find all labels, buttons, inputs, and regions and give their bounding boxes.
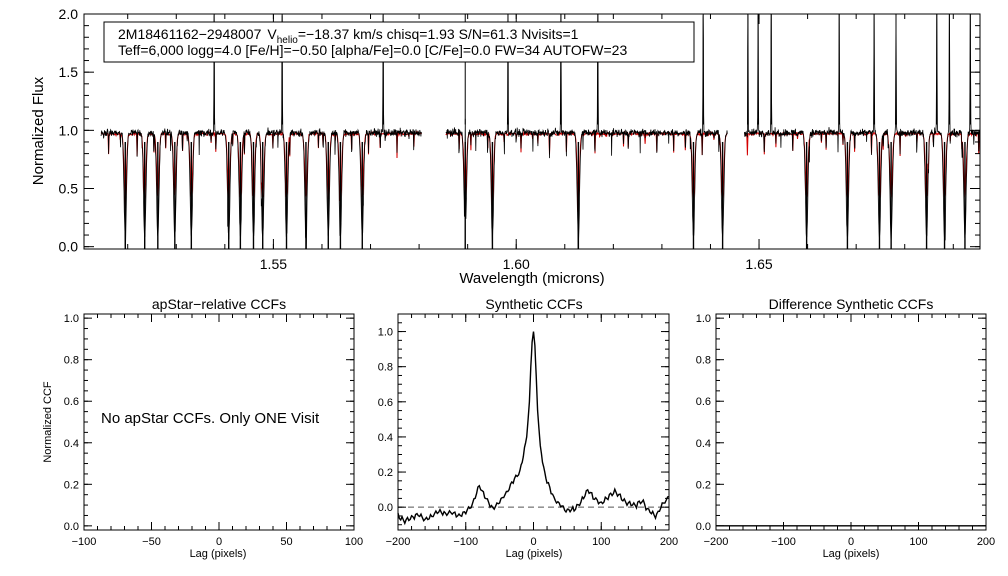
spectrum-x-tick-label: 1.60 bbox=[503, 256, 530, 272]
synthetic-ccf-x-tick-label: −200 bbox=[386, 536, 411, 548]
difference-ccf-y-tick-label: 0.6 bbox=[696, 396, 711, 408]
difference-ccf-title: Difference Synthetic CCFs bbox=[769, 296, 934, 312]
velocity-subscript: helio bbox=[277, 35, 299, 46]
spectrum-y-tick-label: 0.5 bbox=[59, 181, 79, 197]
synthetic-ccf-y-tick-label: 0.6 bbox=[378, 397, 393, 409]
difference-ccf-y-tick-label: 0.4 bbox=[696, 438, 711, 450]
synthetic-ccf-line-1 bbox=[397, 331, 670, 526]
difference-ccf-x-tick-label: 200 bbox=[977, 536, 995, 548]
spectrum-y-tick-label: 1.5 bbox=[59, 64, 79, 80]
synthetic-ccf-y-tick-label: 0.8 bbox=[378, 362, 393, 374]
spectrum-x-axis-title: Wavelength (microns) bbox=[459, 270, 604, 287]
difference-ccf-ticks: −200 −100 0 100 200 0.0 0.2 0.4 0.6 0.8 1.0 bbox=[696, 313, 995, 548]
apstar-ccf-title: apStar−relative CCFs bbox=[152, 296, 286, 312]
apstar-ccf-x-tick-label: 50 bbox=[280, 536, 292, 548]
difference-ccf-x-axis-title: Lag (pixels) bbox=[823, 548, 880, 560]
info-line-1: 2M18461162−2948007 Vhelio=−18.37 km/s chi… bbox=[118, 26, 579, 46]
apstar-ccf-x-tick-label: −50 bbox=[142, 536, 161, 548]
apstar-ccf-y-tick-label: 0.4 bbox=[64, 438, 79, 450]
apstar-ccf-y-tick-label: 0.8 bbox=[64, 355, 79, 367]
difference-ccf-x-tick-label: −200 bbox=[704, 536, 729, 548]
star-id: 2M18461162−2948007 bbox=[118, 26, 262, 42]
spectrum-ticks: 1.55 1.60 1.65 0.0 0.5 1.0 1.5 2.0 bbox=[59, 6, 980, 272]
synthetic-ccf-x-axis-title: Lag (pixels) bbox=[506, 548, 563, 560]
difference-ccf-x-tick-label: 0 bbox=[848, 536, 854, 548]
synthetic-ccf-x-tick-label: 200 bbox=[660, 536, 678, 548]
apstar-ccf-x-tick-label: −100 bbox=[72, 536, 97, 548]
synthetic-ccf-data bbox=[397, 331, 670, 526]
no-ccf-annotation: No apStar CCFs. Only ONE Visit bbox=[101, 410, 320, 427]
synthetic-ccf-y-tick-label: 1.0 bbox=[378, 327, 393, 339]
difference-ccf-x-tick-label: −100 bbox=[771, 536, 796, 548]
synthetic-ccf-x-tick-label: 0 bbox=[530, 536, 536, 548]
apstar-ccf-y-tick-label: 0.2 bbox=[64, 479, 79, 491]
spectrum-x-tick-label: 1.55 bbox=[260, 256, 287, 272]
difference-ccf-y-tick-label: 0.0 bbox=[696, 521, 711, 533]
apstar-ccf-y-tick-label: 0.6 bbox=[64, 396, 79, 408]
apstar-ccf-ticks: −100 −50 0 50 100 0.0 0.2 0.4 0.6 0.8 1.0 bbox=[64, 313, 363, 548]
synthetic-ccf-title: Synthetic CCFs bbox=[485, 296, 582, 312]
difference-ccf-y-tick-label: 1.0 bbox=[696, 313, 711, 325]
synthetic-ccf-y-tick-label: 0.2 bbox=[378, 467, 393, 479]
difference-ccf-x-tick-label: 100 bbox=[909, 536, 927, 548]
observed-spectrum-line-chip-1 bbox=[100, 15, 422, 250]
spectrum-frame bbox=[83, 13, 981, 250]
difference-ccf-y-tick-label: 0.8 bbox=[696, 355, 711, 367]
difference-ccf-y-tick-label: 0.2 bbox=[696, 479, 711, 491]
spectrum-panel: 1.55 1.60 1.65 0.0 0.5 1.0 1.5 2.0 Wavelength (… bbox=[30, 6, 981, 287]
apstar-ccf-y-tick-label: 1.0 bbox=[64, 313, 79, 325]
synthetic-ccf-y-tick-label: 0.4 bbox=[378, 432, 393, 444]
apstar-ccf-y-axis-title: Normalized CCF bbox=[42, 381, 54, 463]
info-box bbox=[103, 21, 695, 63]
difference-ccf-panel: −200 −100 0 100 200 0.0 0.2 0.4 0.6 0.8 1.0 Differ… bbox=[696, 296, 995, 560]
velocity-symbol: V bbox=[267, 26, 277, 42]
spectrum-x-tick-label: 1.65 bbox=[745, 256, 772, 272]
apstar-ccf-x-axis-title: Lag (pixels) bbox=[190, 548, 247, 560]
synthetic-ccf-panel: −200 −100 0 100 200 0.0 0.2 0.4 0.6 0.8 1.0 Synthe… bbox=[378, 296, 678, 560]
apstar-ccf-x-tick-label: 0 bbox=[216, 536, 222, 548]
synthetic-ccf-x-tick-label: 100 bbox=[592, 536, 610, 548]
spectrum-y-tick-label: 2.0 bbox=[59, 6, 79, 22]
velocity-and-stats: =−18.37 km/s chisq=1.93 S/N=61.3 Nvisits… bbox=[298, 26, 579, 42]
spectrum-y-tick-label: 0.0 bbox=[59, 239, 79, 255]
spectrum-y-axis-title: Normalized Flux bbox=[30, 76, 47, 185]
synthetic-ccf-x-tick-label: −100 bbox=[453, 536, 478, 548]
synthetic-ccf-ticks: −200 −100 0 100 200 0.0 0.2 0.4 0.6 0.8 1.0 bbox=[378, 313, 678, 548]
apstar-ccf-x-tick-label: 100 bbox=[345, 536, 363, 548]
synthetic-ccf-y-tick-label: 0.0 bbox=[378, 502, 393, 514]
info-line-2: Teff=6,000 logg=4.0 [Fe/H]=−0.50 [alpha/… bbox=[118, 42, 627, 58]
apstar-ccf-panel: −100 −50 0 50 100 0.0 0.2 0.4 0.6 0.8 1.0 apStar−r… bbox=[42, 296, 363, 560]
apstar-ccf-y-tick-label: 0.0 bbox=[64, 521, 79, 533]
spectrum-y-tick-label: 1.0 bbox=[59, 122, 79, 138]
observed-spectrum-line-chip-3 bbox=[744, 13, 981, 243]
